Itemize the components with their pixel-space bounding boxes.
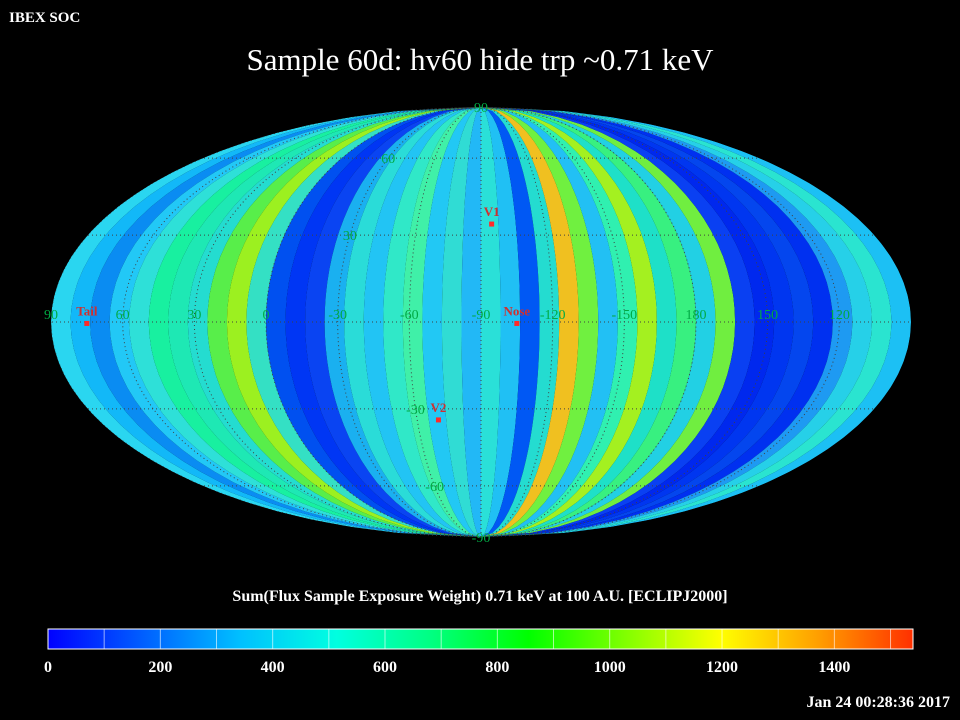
longitude-label: 30	[187, 308, 201, 323]
longitude-labels: 60 30 0 -30 -60 -90 -120 -150 180 150 120 90	[44, 308, 850, 323]
marker-label: V2	[431, 400, 447, 415]
longitude-label: 150	[757, 308, 778, 323]
colorbar-tick-label: 400	[260, 659, 285, 676]
object-markers: V1 Nose V2 Tail	[76, 204, 530, 423]
flux-band	[422, 107, 481, 537]
longitude-label: -120	[540, 308, 566, 323]
colorbar-tick-label: 800	[485, 659, 510, 676]
map-title: Sample 60d: hv60 hide trp ~0.71 keV	[246, 42, 714, 77]
longitude-label: -60	[400, 308, 419, 323]
flux-band	[461, 107, 481, 537]
meridian-line	[337, 107, 482, 537]
marker-point	[84, 320, 90, 326]
meridian-line	[408, 107, 482, 537]
flux-band	[481, 107, 560, 537]
meridian-line	[265, 107, 482, 537]
marker-point	[514, 320, 520, 326]
colorbar-tick-label: 1200	[706, 659, 739, 676]
longitude-label: -90	[472, 308, 491, 323]
meridian-line	[480, 107, 697, 537]
marker-point	[489, 221, 495, 227]
marker-point	[435, 417, 441, 423]
corner-label: IBEX SOC	[9, 10, 81, 26]
longitude-label: -150	[611, 308, 637, 323]
flux-band	[363, 107, 481, 537]
colorbar-tick-label: 1400	[818, 659, 851, 676]
colorbar-title: Sum(Flux Sample Exposure Weight) 0.71 ke…	[232, 588, 728, 605]
latitude-label: 30	[343, 229, 357, 244]
timestamp: Jan 24 00:28:36 2017	[806, 694, 950, 711]
latitude-labels: 90 60 30 -30 -60 -90	[343, 101, 490, 546]
meridian-line	[480, 107, 554, 537]
longitude-label: 120	[829, 308, 850, 323]
colorbar-tick-label: 600	[373, 659, 397, 676]
longitude-label: 90	[44, 308, 58, 323]
colorbar-tick-label: 200	[148, 659, 173, 676]
colorbar-tick-label: 0	[44, 659, 52, 676]
latitude-label: 90	[474, 101, 488, 116]
flux-band	[383, 107, 481, 537]
flux-band	[481, 107, 540, 537]
flux-band	[481, 107, 618, 537]
marker-label: Nose	[503, 303, 530, 318]
latitude-label: -60	[425, 480, 444, 495]
flux-band	[402, 107, 481, 537]
latitude-label: 60	[381, 152, 395, 167]
flux-band	[481, 107, 579, 537]
longitude-label: 180	[686, 308, 707, 323]
meridian-line	[51, 107, 482, 537]
colorbar-tick-label: 1000	[593, 659, 626, 676]
latitude-label: -90	[472, 531, 491, 546]
colorbar	[47, 628, 914, 650]
marker-label: V1	[484, 204, 500, 219]
marker-label: Tail	[76, 303, 98, 318]
latitude-label: -30	[406, 403, 425, 418]
flux-band	[344, 107, 481, 537]
longitude-label: 60	[116, 308, 130, 323]
flux-band	[481, 107, 501, 537]
graticule	[51, 107, 911, 537]
flux-band	[441, 107, 481, 537]
longitude-label: -30	[328, 308, 347, 323]
flux-band	[481, 107, 599, 537]
longitude-label: 0	[263, 308, 270, 323]
meridian-line	[480, 107, 625, 537]
